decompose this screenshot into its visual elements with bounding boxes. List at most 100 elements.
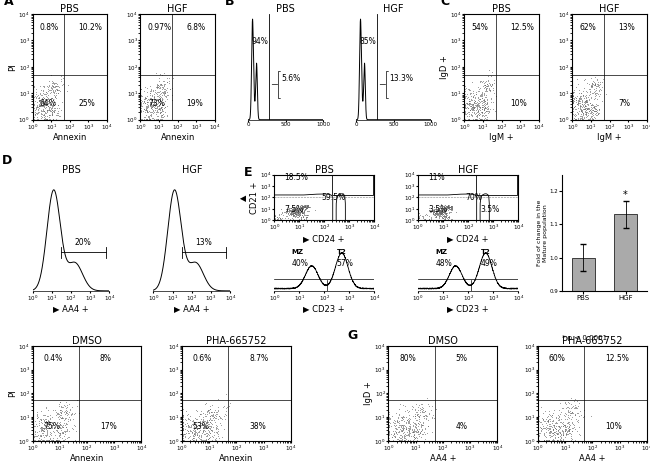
Point xyxy=(182,426,192,434)
Point xyxy=(42,430,52,437)
Point xyxy=(384,418,394,426)
Point xyxy=(434,214,444,221)
Point xyxy=(432,206,443,213)
Point xyxy=(44,111,54,119)
Point xyxy=(577,100,588,107)
Point xyxy=(296,210,307,217)
Point xyxy=(570,403,580,410)
Point xyxy=(570,437,580,444)
Point xyxy=(562,415,572,423)
Point xyxy=(163,77,174,84)
Text: 4%: 4% xyxy=(456,422,468,431)
Point xyxy=(395,437,405,444)
Point xyxy=(480,88,490,95)
Point xyxy=(552,431,562,438)
Point xyxy=(55,76,66,83)
Point xyxy=(423,216,434,224)
Point xyxy=(536,424,547,431)
Point xyxy=(558,435,568,443)
Point xyxy=(552,430,562,438)
Point xyxy=(439,207,450,214)
Point xyxy=(42,426,52,433)
Point xyxy=(33,106,44,114)
Point xyxy=(159,88,169,96)
Point xyxy=(159,82,169,90)
Point xyxy=(586,103,596,110)
Point xyxy=(288,210,298,218)
Point xyxy=(150,100,160,108)
Point xyxy=(49,79,59,87)
Point xyxy=(549,428,559,436)
Text: 6.8%: 6.8% xyxy=(187,23,205,32)
Point xyxy=(395,424,406,431)
Point xyxy=(200,423,210,431)
Point xyxy=(274,210,284,218)
Point xyxy=(288,212,298,219)
Point xyxy=(28,103,38,110)
Point xyxy=(161,86,172,93)
Point xyxy=(595,86,606,93)
Point xyxy=(200,437,211,444)
Point xyxy=(62,426,72,434)
Point xyxy=(270,215,280,222)
Point xyxy=(555,429,566,436)
Point xyxy=(478,96,489,104)
Point xyxy=(151,115,161,123)
Point xyxy=(478,115,489,123)
Point xyxy=(164,74,174,82)
Point xyxy=(389,420,400,427)
Point xyxy=(393,413,403,421)
Point xyxy=(47,81,58,89)
Point xyxy=(34,104,44,112)
Point xyxy=(430,209,441,216)
Point xyxy=(149,94,159,101)
Point xyxy=(48,88,58,96)
Point xyxy=(489,107,500,115)
Point xyxy=(59,416,70,423)
Point xyxy=(477,99,488,106)
Point xyxy=(417,408,428,416)
Point xyxy=(569,395,580,403)
Point xyxy=(167,85,177,92)
Point xyxy=(196,415,207,423)
Point xyxy=(434,211,445,219)
Point xyxy=(54,422,64,429)
Point xyxy=(292,209,303,216)
Point xyxy=(56,414,66,422)
Point xyxy=(146,98,157,106)
Point xyxy=(469,110,480,118)
Point xyxy=(566,434,576,442)
Point xyxy=(36,113,46,120)
Point xyxy=(136,86,146,93)
Point xyxy=(566,401,577,408)
Point xyxy=(445,203,455,211)
Point xyxy=(437,211,448,218)
Point xyxy=(547,424,557,431)
Point xyxy=(439,207,449,214)
Point xyxy=(47,420,58,428)
Point xyxy=(413,416,424,423)
Point xyxy=(443,204,454,211)
Point xyxy=(440,203,450,211)
Point xyxy=(299,203,309,211)
Point xyxy=(588,106,598,113)
Point xyxy=(403,430,413,438)
Point xyxy=(469,101,480,108)
Point xyxy=(41,426,51,433)
Point xyxy=(34,421,45,429)
Point xyxy=(583,100,593,107)
Point xyxy=(42,112,52,120)
Point xyxy=(200,424,211,431)
Point xyxy=(37,419,47,426)
Point xyxy=(28,105,38,113)
Point xyxy=(296,208,307,216)
Point xyxy=(441,209,451,217)
Point xyxy=(182,411,192,418)
Point xyxy=(145,101,155,108)
Point xyxy=(177,437,188,444)
Point xyxy=(405,424,415,431)
Point xyxy=(474,114,484,122)
Point xyxy=(290,210,300,218)
Point xyxy=(541,419,551,427)
Point xyxy=(570,102,580,110)
